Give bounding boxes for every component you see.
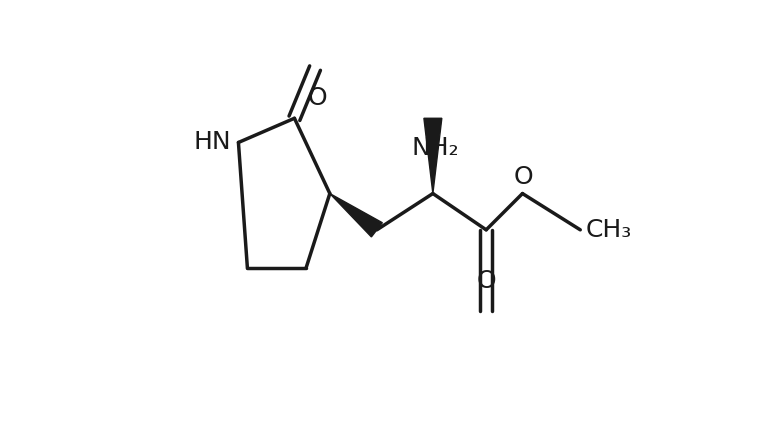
Text: HN: HN [194,130,231,155]
Text: O: O [477,269,496,293]
Text: O: O [308,86,327,110]
Text: CH₃: CH₃ [586,218,632,242]
Text: NH₂: NH₂ [411,136,459,160]
Text: O: O [514,165,534,189]
Polygon shape [424,118,442,194]
Polygon shape [330,194,382,237]
